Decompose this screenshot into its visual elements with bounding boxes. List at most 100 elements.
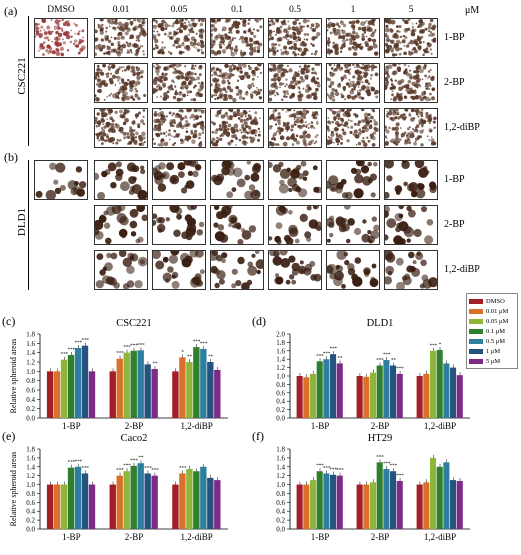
significance-mark: *** — [336, 469, 344, 474]
x-tick-label: 2-BP — [371, 421, 390, 431]
legend-entry: 0.1 μM — [469, 326, 515, 336]
bar — [60, 359, 68, 418]
legend-label: 0.1 μM — [486, 327, 506, 335]
x-tick-label: 1,2-diBP — [181, 421, 213, 431]
spheroid-image — [94, 250, 148, 290]
y-tick-label: 0.6 — [276, 389, 285, 397]
bar — [123, 352, 130, 418]
bar — [172, 484, 179, 529]
y-tick-label: 0.0 — [26, 415, 35, 423]
bar — [53, 371, 61, 418]
legend-swatch — [469, 348, 483, 354]
bar — [186, 469, 193, 529]
column-header: DMSO — [47, 5, 75, 15]
bar — [81, 345, 89, 418]
bar — [116, 358, 123, 418]
bar — [376, 462, 383, 529]
row-label: 2-BP — [444, 219, 465, 230]
bar — [429, 457, 437, 529]
significance-mark: *** — [179, 466, 187, 471]
x-tick-label: 1,2-diBP — [181, 532, 213, 542]
significance-mark: *** — [323, 352, 331, 357]
y-axis-label: Relative spheroid areas — [9, 339, 18, 414]
significance-mark: *** — [396, 367, 404, 372]
bar — [390, 471, 397, 529]
bar — [436, 466, 443, 529]
x-tick-label: 1,2-diBP — [424, 421, 456, 431]
bar — [309, 480, 317, 529]
spheroid-image — [268, 18, 322, 58]
unit-label: μM — [465, 5, 480, 16]
bar — [130, 465, 137, 529]
spheroid-image — [210, 108, 264, 148]
bar — [383, 469, 390, 529]
legend-entry: 1 μM — [469, 346, 515, 356]
bar — [436, 349, 443, 418]
significance-mark: *** — [376, 455, 384, 460]
bar — [186, 362, 193, 418]
y-tick-label: 1.0 — [26, 368, 35, 376]
bar — [330, 354, 337, 418]
x-tick-label: 2-BP — [371, 532, 390, 542]
bar — [144, 473, 151, 529]
significance-mark: *** — [68, 348, 76, 353]
legend-entry: 0.5 μM — [469, 336, 515, 346]
significance-mark: *** — [116, 469, 124, 474]
bar — [193, 347, 200, 418]
spheroid-image — [326, 250, 380, 290]
bar — [416, 484, 423, 529]
significance-mark: ** — [391, 359, 397, 364]
y-tick-label: 0.8 — [276, 381, 285, 389]
spheroid-image — [326, 63, 380, 103]
legend-swatch — [469, 308, 483, 314]
y-tick-label: 1.2 — [26, 472, 35, 480]
y-tick-label: 0.8 — [276, 490, 285, 498]
spheroid-image — [34, 18, 88, 58]
spheroid-image — [384, 108, 438, 148]
legend-entry: DMSO — [469, 296, 515, 306]
chart-panel-label: (c) — [2, 314, 15, 328]
bar — [416, 376, 423, 418]
y-tick-label: 1.4 — [276, 356, 285, 364]
row-label: 1,2-diBP — [444, 122, 480, 133]
bar — [309, 373, 317, 418]
significance-mark: *** — [390, 464, 398, 469]
bar — [390, 365, 397, 418]
spheroid-image — [210, 63, 264, 103]
bar — [137, 350, 144, 418]
spheroid-image — [326, 108, 380, 148]
spheroid-image — [384, 63, 438, 103]
chart-panel-label: (d) — [252, 314, 266, 328]
chart-panel-label: (f) — [252, 429, 264, 443]
column-header: 0.01 — [112, 5, 130, 15]
legend-label: 5 μM — [486, 357, 501, 365]
significance-mark: *** — [130, 459, 138, 464]
dld1-divider — [28, 160, 29, 290]
bar — [88, 484, 96, 529]
bar — [429, 350, 437, 418]
bar — [116, 475, 123, 529]
y-tick-label: 0.2 — [276, 517, 285, 525]
column-header: 0.05 — [170, 5, 188, 15]
legend-label: 0.01 μM — [486, 307, 509, 315]
bar — [316, 471, 323, 529]
bar — [179, 357, 186, 418]
spheroid-image — [94, 18, 148, 58]
bar — [396, 373, 403, 418]
legend-swatch — [469, 338, 483, 344]
bar — [396, 481, 403, 529]
y-tick-label: 1.6 — [276, 347, 285, 355]
y-tick-label: 1.6 — [26, 454, 35, 462]
spheroid-image — [210, 160, 264, 200]
bar — [67, 467, 75, 529]
bar — [376, 365, 383, 418]
bar — [81, 473, 89, 529]
bar — [46, 484, 54, 529]
bar — [363, 484, 370, 529]
significance-mark: *** — [123, 346, 131, 351]
y-tick-label: 1.8 — [26, 331, 35, 339]
legend-label: 0.5 μM — [486, 337, 506, 345]
significance-mark: *** — [75, 341, 83, 346]
panel-a-label: (a) — [4, 4, 18, 18]
bar — [336, 475, 343, 529]
